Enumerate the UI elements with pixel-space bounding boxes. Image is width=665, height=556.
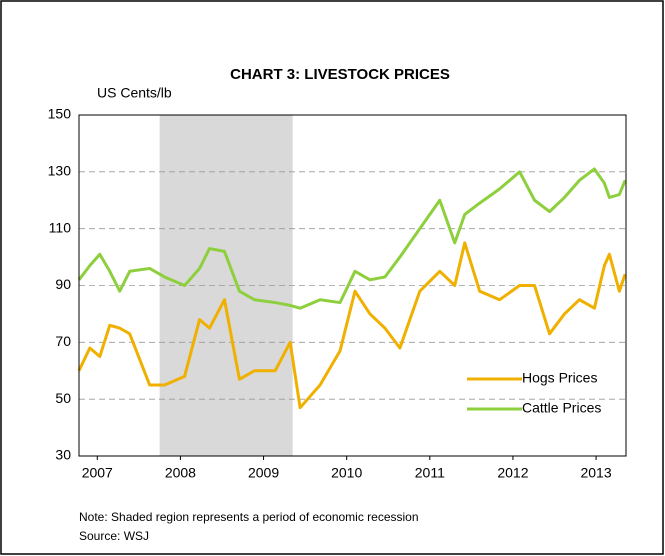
series-line [77, 241, 627, 410]
y-axis-label: US Cents/lb [97, 85, 172, 101]
y-tick-label: 130 [48, 163, 72, 179]
y-tick-label: 150 [48, 106, 72, 122]
x-tick-label: 2012 [497, 465, 528, 481]
y-tick-label: 90 [55, 276, 71, 292]
source: Source: WSJ [79, 529, 149, 543]
y-tick-label: 30 [55, 447, 71, 463]
x-tick-label: 2009 [248, 465, 279, 481]
legend-label: Cattle Prices [522, 400, 601, 416]
note: Note: Shaded region represents a period … [79, 510, 419, 524]
y-tick-label: 50 [55, 390, 71, 406]
chart-title: CHART 3: LIVESTOCK PRICES [230, 66, 450, 83]
y-tick-label: 110 [49, 219, 72, 235]
x-tick-label: 2010 [331, 465, 362, 481]
x-tick-label: 2013 [580, 465, 611, 481]
x-tick-label: 2007 [82, 465, 113, 481]
y-tick-label: 70 [55, 333, 71, 349]
legend-label: Hogs Prices [522, 370, 597, 386]
series-line [77, 167, 627, 310]
x-tick-label: 2008 [165, 465, 196, 481]
x-tick-label: 2011 [415, 465, 445, 481]
plot-border [78, 114, 627, 457]
